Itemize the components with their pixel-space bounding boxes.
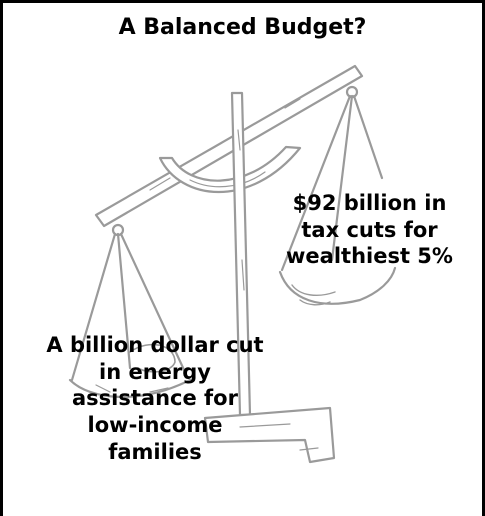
left-pan-label-line: A billion dollar cut	[46, 333, 264, 357]
cartoon-title: A Balanced Budget?	[118, 15, 367, 40]
left-pan-label-line: low-income	[87, 412, 223, 437]
left-pan-label: A billion dollar cut in energy assistanc…	[20, 332, 290, 465]
left-pan-label-line: assistance for	[72, 386, 238, 411]
right-pan-label: $92 billion in tax cuts for wealthiest 5…	[262, 190, 477, 270]
right-pan-label-line: wealthiest 5%	[286, 244, 453, 269]
scale-yoke	[158, 145, 302, 193]
right-pan-label-line: $92 billion in	[292, 191, 447, 215]
scale-base	[203, 406, 336, 464]
left-pan	[68, 378, 192, 398]
left-pan-label-line: families	[108, 439, 202, 464]
left-pan-label-line: in energy	[99, 359, 211, 384]
right-pan	[278, 266, 397, 305]
scale-beam	[94, 64, 364, 228]
right-pan-label-line: tax cuts for	[301, 217, 438, 242]
